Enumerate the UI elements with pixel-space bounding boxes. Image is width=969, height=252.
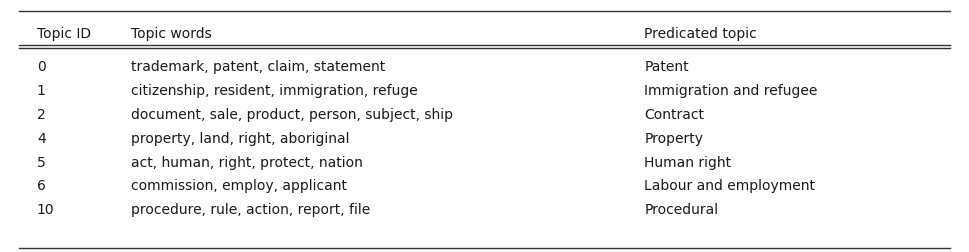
Text: act, human, right, protect, nation: act, human, right, protect, nation	[131, 155, 362, 170]
Text: Property: Property	[644, 132, 703, 146]
Text: 10: 10	[37, 203, 54, 217]
Text: Human right: Human right	[644, 155, 732, 170]
Text: document, sale, product, person, subject, ship: document, sale, product, person, subject…	[131, 108, 453, 122]
Text: Predicated topic: Predicated topic	[644, 27, 757, 41]
Text: citizenship, resident, immigration, refuge: citizenship, resident, immigration, refu…	[131, 84, 418, 98]
Text: 4: 4	[37, 132, 46, 146]
Text: 2: 2	[37, 108, 46, 122]
Text: commission, employ, applicant: commission, employ, applicant	[131, 179, 347, 194]
Text: 1: 1	[37, 84, 46, 98]
Text: trademark, patent, claim, statement: trademark, patent, claim, statement	[131, 60, 385, 74]
Text: Topic words: Topic words	[131, 27, 211, 41]
Text: procedure, rule, action, report, file: procedure, rule, action, report, file	[131, 203, 370, 217]
Text: Labour and employment: Labour and employment	[644, 179, 815, 194]
Text: Procedural: Procedural	[644, 203, 718, 217]
Text: Immigration and refugee: Immigration and refugee	[644, 84, 818, 98]
Text: Patent: Patent	[644, 60, 689, 74]
Text: 0: 0	[37, 60, 46, 74]
Text: Topic ID: Topic ID	[37, 27, 91, 41]
Text: Contract: Contract	[644, 108, 704, 122]
Text: 5: 5	[37, 155, 46, 170]
Text: 6: 6	[37, 179, 46, 194]
Text: property, land, right, aboriginal: property, land, right, aboriginal	[131, 132, 349, 146]
